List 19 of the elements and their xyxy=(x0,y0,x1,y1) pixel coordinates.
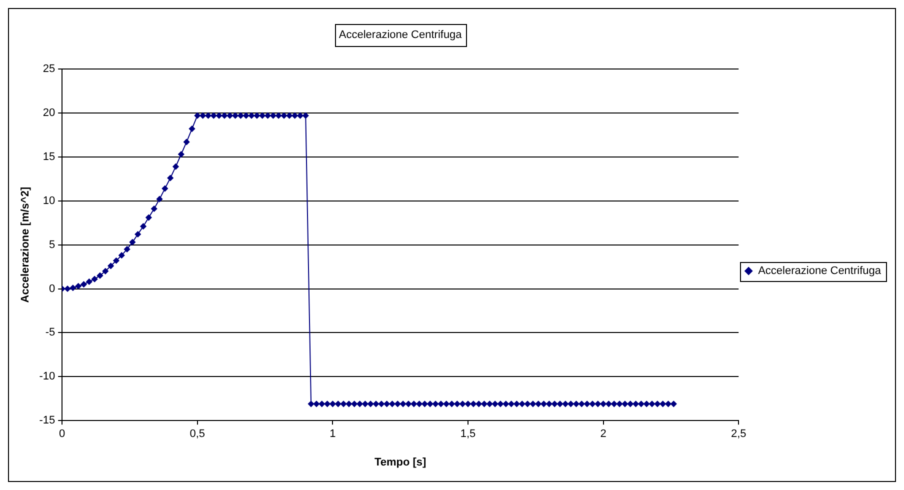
x-tick-label: 1 xyxy=(330,428,336,440)
y-tick-label: 20 xyxy=(42,106,56,119)
y-tick-label: 25 xyxy=(42,63,56,76)
y-tick-label: 5 xyxy=(48,238,56,251)
x-axis-title: Tempo [s] xyxy=(374,456,427,468)
chart-title: Accelerazione Centrifuga xyxy=(338,29,463,42)
x-tick-label: 0,5 xyxy=(190,428,206,440)
x-tick-label: 1,5 xyxy=(460,428,476,440)
y-axis-title: Accelerazione [m/s^2] xyxy=(20,186,32,303)
y-tick-label: 15 xyxy=(42,150,56,163)
y-tick-label: 0 xyxy=(48,282,56,295)
x-tick-label: 2 xyxy=(600,428,606,440)
y-tick-label: 10 xyxy=(42,194,56,207)
y-tick-label: -5 xyxy=(45,326,56,339)
y-tick-label: -10 xyxy=(39,370,56,383)
y-tick-label: -15 xyxy=(39,414,56,427)
legend-label: Accelerazione Centrifuga xyxy=(758,265,882,278)
x-tick-label: 0 xyxy=(59,428,66,440)
x-tick-label: 2,5 xyxy=(730,428,746,440)
